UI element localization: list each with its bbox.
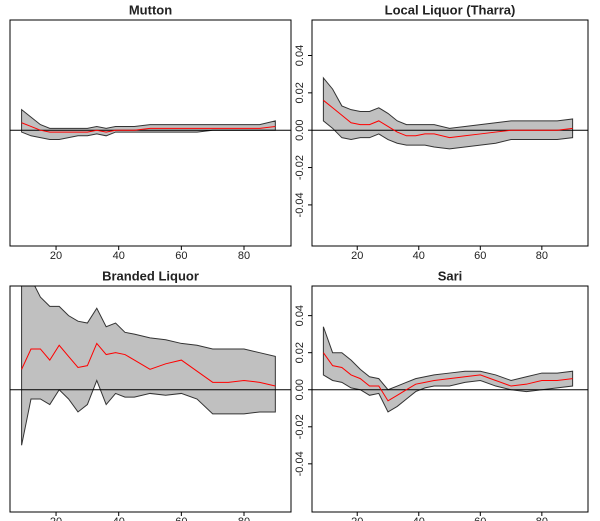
y-tick-label: 0.02 xyxy=(294,342,306,363)
confidence-band xyxy=(322,326,574,413)
x-tick-label: 40 xyxy=(413,516,425,521)
panel xyxy=(312,326,588,413)
x-tick-label: 20 xyxy=(50,250,62,262)
x-tick-label: 60 xyxy=(175,516,187,521)
confidence-band xyxy=(21,286,276,446)
x-tick-label: 80 xyxy=(238,250,250,262)
x-tick-label: 20 xyxy=(351,250,363,262)
panel xyxy=(10,108,291,141)
estimate-line xyxy=(21,122,276,133)
estimate-line xyxy=(323,99,573,139)
panel-title: Local Liquor (Tharra) xyxy=(385,2,516,17)
y-tick-label: -0.04 xyxy=(294,451,306,476)
x-tick-label: 80 xyxy=(536,516,548,521)
panel-title: Sari xyxy=(438,268,463,283)
y-tick-label: 0.04 xyxy=(294,45,306,66)
plot-frame xyxy=(9,19,292,247)
panel-title: Branded Liquor xyxy=(102,268,199,283)
confidence-band xyxy=(21,108,276,141)
confidence-band xyxy=(322,76,574,150)
plot-frame xyxy=(311,285,589,513)
x-tick-label: 80 xyxy=(238,516,250,521)
y-tick-label: -0.04 xyxy=(294,192,306,217)
x-tick-label: 60 xyxy=(474,250,486,262)
y-tick-label: 0.00 xyxy=(294,119,306,140)
x-tick-label: 20 xyxy=(351,516,363,521)
plot-frame xyxy=(9,285,292,513)
x-tick-label: 40 xyxy=(113,516,125,521)
x-tick-label: 80 xyxy=(536,250,548,262)
plot-frame xyxy=(311,19,589,247)
estimate-line xyxy=(322,352,573,402)
x-tick-label: 40 xyxy=(113,250,125,262)
x-tick-label: 20 xyxy=(50,516,62,521)
y-tick-label: 0.04 xyxy=(294,305,306,326)
y-tick-label: -0.02 xyxy=(294,155,306,180)
y-tick-label: 0.02 xyxy=(294,82,306,103)
x-tick-label: 40 xyxy=(413,250,425,262)
panel-title: Mutton xyxy=(129,2,172,17)
panel xyxy=(10,286,291,446)
x-tick-label: 60 xyxy=(474,516,486,521)
estimate-line xyxy=(21,342,276,387)
x-tick-label: 60 xyxy=(175,250,187,262)
y-tick-label: 0.00 xyxy=(294,379,306,400)
y-tick-label: -0.02 xyxy=(294,414,306,439)
panel xyxy=(312,76,588,150)
